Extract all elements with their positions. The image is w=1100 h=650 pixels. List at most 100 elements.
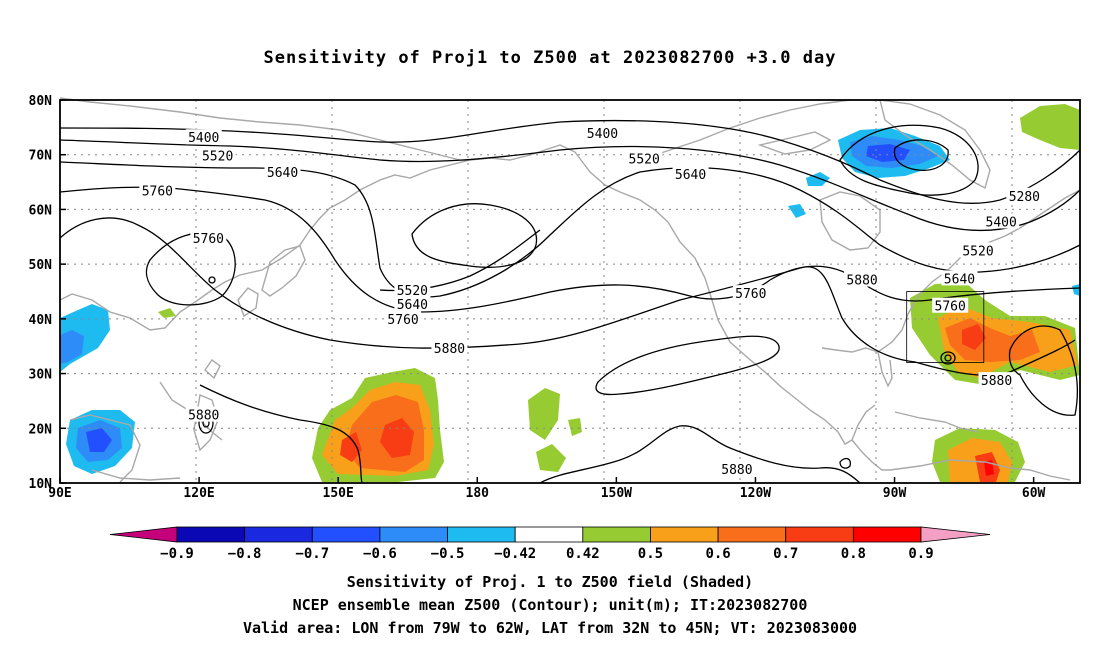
contour-label: 5760 <box>387 313 418 328</box>
contour-5880-atlantic <box>914 339 1076 376</box>
shade-central-pacific-red1 <box>380 418 414 458</box>
colorbar-box <box>717 526 787 543</box>
colorbar-box <box>582 526 651 543</box>
coast-arctic-islands <box>757 131 832 155</box>
contour-label-bg <box>431 339 468 355</box>
z500-contours <box>59 119 1081 484</box>
shade-sea-darkblue <box>86 428 112 452</box>
coast-mexico <box>809 404 876 445</box>
contour-5760-east <box>769 265 1081 302</box>
contour-5880-subtropical <box>199 384 363 484</box>
caption-shading: Sensitivity of Proj. 1 to Z500 field (Sh… <box>346 573 754 591</box>
contour-small-high-3-inner <box>944 354 952 362</box>
colorbar-box <box>650 526 719 543</box>
colorbar-tick-label: 0.9 <box>908 546 933 562</box>
colorbar-tick-label: −0.9 <box>160 546 194 562</box>
contour-label: 5880 <box>188 409 219 424</box>
coast-central-america <box>851 439 890 471</box>
contour-greenland-low <box>839 124 979 196</box>
lon-tick-label: 90W <box>883 486 907 501</box>
contour-5880-tropical-east <box>539 425 861 484</box>
contour-label: 5280 <box>1009 190 1040 205</box>
contour-label-bg <box>139 182 176 198</box>
lat-tick-label: 80N <box>29 94 53 109</box>
colorbar-right-arrow <box>920 526 991 543</box>
contour-label: 5760 <box>735 287 766 302</box>
map-frame <box>59 99 1081 484</box>
shade-hudson-cyan <box>806 172 830 186</box>
lon-tick-label: 150E <box>323 486 354 501</box>
contour-label: 5880 <box>721 463 752 478</box>
contour-label: 5400 <box>188 131 219 146</box>
lon-tick-label: 180 <box>466 486 490 501</box>
contour-label-bg <box>199 147 236 163</box>
coast-japan <box>261 245 306 297</box>
lat-tick-label: 10N <box>29 477 53 492</box>
colorbar-tick-label: −0.5 <box>431 546 465 562</box>
colorbar-tick-label: 0.7 <box>773 546 798 562</box>
coast-siberia <box>59 97 461 161</box>
lat-tick-label: 20N <box>29 422 53 437</box>
contour-5400-east <box>879 149 1081 204</box>
contour-label-bg <box>584 124 621 140</box>
shade-ne-green <box>1020 104 1080 150</box>
contour-5880-pacific-high <box>595 335 780 396</box>
contour-label: 5640 <box>675 168 706 183</box>
contour-label: 5520 <box>202 149 233 164</box>
shade-central-pacific-red2 <box>340 432 362 462</box>
contour-5760-west <box>59 186 771 313</box>
contour-5640-east <box>879 244 1081 273</box>
lon-tick-label: 90E <box>48 486 71 501</box>
shade-bengal-blue <box>60 330 84 364</box>
coast-south-america <box>889 459 1071 481</box>
contour-label-bg <box>394 296 431 312</box>
colorbar-tick-label: 0.5 <box>638 546 663 562</box>
coast-caribbean <box>894 411 979 433</box>
coast-canada-arctic <box>639 99 851 161</box>
coast-taiwan <box>204 359 221 380</box>
contour-label-bg <box>932 297 969 313</box>
coast-na-east <box>907 189 1081 315</box>
colorbar-box <box>514 526 584 543</box>
colorbar-tick-label: 0.6 <box>705 546 730 562</box>
coast-se-asia <box>69 414 141 483</box>
contour-small-high-1 <box>208 276 216 284</box>
colorbar-tick-label: −0.7 <box>295 546 329 562</box>
contour-label: 5640 <box>944 272 975 287</box>
contour-label: 5640 <box>267 166 298 181</box>
contour-label-bg <box>190 229 227 245</box>
colorbar-box <box>244 526 313 543</box>
map-title: Sensitivity of Proj1 to Z500 at 20230827… <box>263 48 837 68</box>
contour-5520-west <box>59 139 911 216</box>
shade-atlantic-small-cyan <box>1072 284 1080 296</box>
coast-asia <box>59 149 546 331</box>
contour-label: 5760 <box>142 184 173 199</box>
lat-tick-label: 50N <box>29 258 53 273</box>
contour-labels: 5400 5520 5640 5760 5760 5520 5640 5760 5880 5880… <box>139 124 1043 478</box>
contour-label: 5520 <box>962 244 993 259</box>
contour-label-bg <box>941 270 978 286</box>
contour-label: 5520 <box>397 284 428 299</box>
lon-tick-label: 60W <box>1022 486 1046 501</box>
colorbar-tick-label: −0.42 <box>494 546 536 562</box>
contour-label: 5880 <box>981 374 1012 389</box>
colorbar-tick-label: 0.42 <box>566 546 600 562</box>
colorbar-tick-label: −0.6 <box>363 546 397 562</box>
contour-5400-west <box>59 119 881 181</box>
contour-label: 5400 <box>587 127 618 142</box>
contour-5520-east <box>379 229 541 292</box>
contour-label: 5400 <box>986 215 1017 230</box>
colorbar-box <box>447 526 516 543</box>
coast-alaska <box>544 144 669 223</box>
contour-label: 5880 <box>846 273 877 288</box>
lat-tick-label: 30N <box>29 368 53 383</box>
colorbar-box <box>852 526 922 543</box>
coast-na-west <box>667 221 811 411</box>
contour-label-bg <box>960 242 996 258</box>
contour-small-high-3 <box>940 351 956 365</box>
caption-contour: NCEP ensemble mean Z500 (Contour); unit(… <box>292 596 808 614</box>
shade-dateline-green-3 <box>568 418 582 436</box>
shade-greenland-darkblue <box>866 144 910 162</box>
coast-florida <box>877 351 893 388</box>
